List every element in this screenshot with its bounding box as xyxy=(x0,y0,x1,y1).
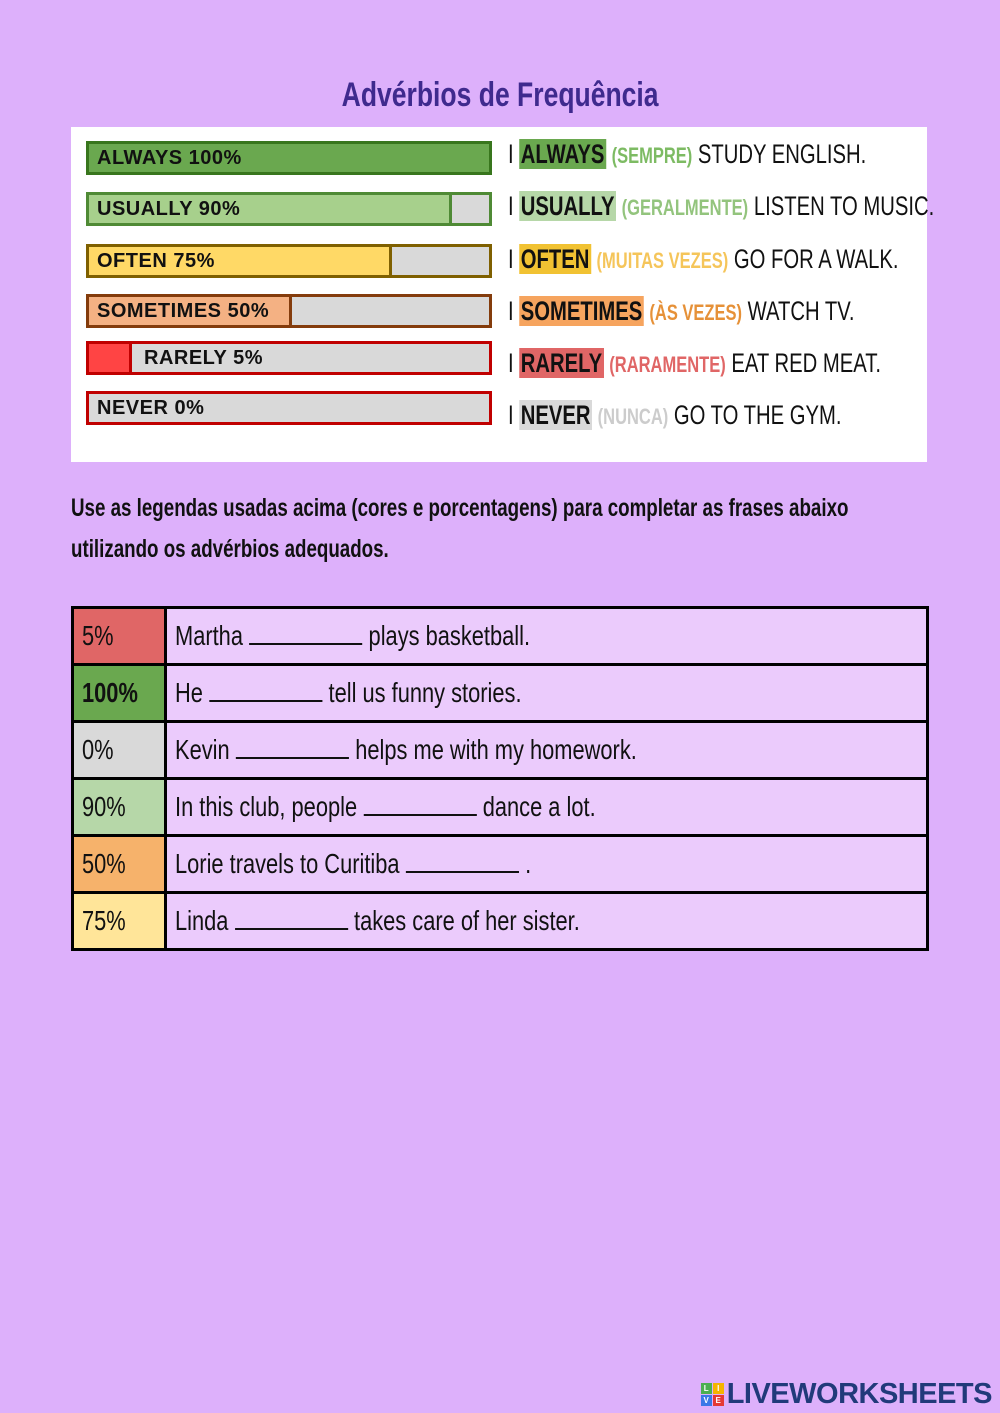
subject: I xyxy=(508,244,514,274)
answer-blank-input[interactable] xyxy=(209,678,323,702)
sentence-cell: Kevin helps me with my homework. xyxy=(164,720,929,780)
page-title: Advérbios de Frequência xyxy=(341,76,659,114)
percent-label: 75% xyxy=(82,905,126,936)
bar-label: OFTEN 75% xyxy=(97,250,215,272)
frequency-bar: NEVER 0% xyxy=(86,391,492,425)
table-row: 50% Lorie travels to Curitiba. xyxy=(71,834,929,894)
percent-label: 0% xyxy=(82,734,114,765)
instructions: Use as legendas usadas acima (cores e po… xyxy=(71,488,896,570)
bar-label: SOMETIMES 50% xyxy=(97,300,270,322)
bar-fill xyxy=(89,247,392,275)
bar-fill xyxy=(89,297,292,325)
example-sentence: I OFTEN (MUITAS VEZES) GO FOR A WALK. xyxy=(508,244,899,275)
sentence-cell: Martha plays basketball. xyxy=(164,606,929,666)
subject: I xyxy=(508,348,514,378)
adverb: OFTEN xyxy=(519,244,591,274)
sentence-after: takes care of her sister. xyxy=(354,905,580,936)
sentence-cell: Linda takes care of her sister. xyxy=(164,891,929,951)
sentence-rest: WATCH TV. xyxy=(747,296,855,326)
adverb: ALWAYS xyxy=(519,139,606,169)
frequency-bar: USUALLY 90% xyxy=(86,192,492,226)
sentence-before: He xyxy=(175,677,203,708)
adverb: RARELY xyxy=(519,348,604,378)
bar-fill xyxy=(89,144,489,172)
sentence-after: dance a lot. xyxy=(482,791,596,822)
legend-panel: ALWAYS 100% USUALLY 90% OFTEN 75% SOMETIMES… xyxy=(71,127,934,462)
sentence-before: Kevin xyxy=(175,734,230,765)
subject: I xyxy=(508,139,514,169)
example-sentence: I ALWAYS (SEMPRE) STUDY ENGLISH. xyxy=(508,139,866,170)
bar-fill xyxy=(89,344,132,372)
sentence-before: Martha xyxy=(175,620,243,651)
translation: (GERALMENTE) xyxy=(621,195,749,220)
adverb: USUALLY xyxy=(519,191,617,221)
percent-cell: 100% xyxy=(71,663,167,723)
percent-label: 5% xyxy=(82,620,114,651)
bar-label: ALWAYS 100% xyxy=(97,147,242,169)
subject: I xyxy=(508,400,514,430)
answer-blank-input[interactable] xyxy=(234,906,348,930)
translation: (MUITAS VEZES) xyxy=(596,248,729,273)
answer-blank-input[interactable] xyxy=(363,792,477,816)
answer-blank-input[interactable] xyxy=(235,735,349,759)
answer-blank-input[interactable] xyxy=(405,849,519,873)
frequency-bar: SOMETIMES 50% xyxy=(86,294,492,328)
frequency-bar: ALWAYS 100% xyxy=(86,141,492,175)
table-row: 90% In this club, people dance a lot. xyxy=(71,777,929,837)
percent-cell: 5% xyxy=(71,606,167,666)
sentence-rest: LISTEN TO MUSIC. xyxy=(753,191,935,221)
percent-cell: 0% xyxy=(71,720,167,780)
sentence-before: Linda xyxy=(175,905,229,936)
bar-label: USUALLY 90% xyxy=(97,198,241,220)
example-sentence: I USUALLY (GERALMENTE) LISTEN TO MUSIC. xyxy=(508,191,934,222)
percent-cell: 90% xyxy=(71,777,167,837)
adverb: NEVER xyxy=(519,400,593,430)
sentence-rest: STUDY ENGLISH. xyxy=(697,139,867,169)
sentence-rest: EAT RED MEAT. xyxy=(731,348,882,378)
sentence-after: plays basketball. xyxy=(368,620,531,651)
example-sentence: I SOMETIMES (ÀS VEZES) WATCH TV. xyxy=(508,296,855,327)
translation: (ÀS VEZES) xyxy=(649,300,743,325)
sentence-after: helps me with my homework. xyxy=(355,734,637,765)
example-sentence: I RARELY (RARAMENTE) EAT RED MEAT. xyxy=(508,348,881,379)
sentence-rest: GO FOR A WALK. xyxy=(733,244,899,274)
sentence-cell: In this club, people dance a lot. xyxy=(164,777,929,837)
bar-label: RARELY 5% xyxy=(144,347,263,369)
example-sentence: I NEVER (NUNCA) GO TO THE GYM. xyxy=(508,400,842,431)
translation: (SEMPRE) xyxy=(611,143,693,168)
bar-label: NEVER 0% xyxy=(97,397,205,419)
percent-cell: 50% xyxy=(71,834,167,894)
table-row: 100% He tell us funny stories. xyxy=(71,663,929,723)
sentence-after: . xyxy=(525,848,532,879)
percent-label: 50% xyxy=(82,848,126,879)
sentence-after: tell us funny stories. xyxy=(328,677,522,708)
instructions-line: utilizando os advérbios adequados. xyxy=(71,535,389,563)
instructions-line: Use as legendas usadas acima (cores e po… xyxy=(71,494,849,522)
exercise-table: 5% Martha plays basketball. 100% He tell us f… xyxy=(71,606,929,951)
percent-cell: 75% xyxy=(71,891,167,951)
percent-label: 100% xyxy=(82,677,138,708)
subject: I xyxy=(508,296,514,326)
frequency-bar: OFTEN 75% xyxy=(86,244,492,278)
frequency-bar: RARELY 5% xyxy=(86,341,492,375)
subject: I xyxy=(508,191,514,221)
bar-fill xyxy=(89,195,452,223)
sentence-cell: Lorie travels to Curitiba. xyxy=(164,834,929,894)
table-row: 75% Linda takes care of her sister. xyxy=(71,891,929,951)
adverb: SOMETIMES xyxy=(519,296,644,326)
sentence-before: Lorie travels to Curitiba xyxy=(175,848,400,879)
table-row: 0% Kevin helps me with my homework. xyxy=(71,720,929,780)
answer-blank-input[interactable] xyxy=(249,621,363,645)
percent-label: 90% xyxy=(82,791,126,822)
translation: (NUNCA) xyxy=(597,404,669,429)
sentence-rest: GO TO THE GYM. xyxy=(673,400,842,430)
sentence-cell: He tell us funny stories. xyxy=(164,663,929,723)
translation: (RARAMENTE) xyxy=(609,352,726,377)
sentence-before: In this club, people xyxy=(175,791,358,822)
brand-name: LIVEWORKSHEETS xyxy=(726,1378,993,1410)
table-row: 5% Martha plays basketball. xyxy=(71,606,929,666)
